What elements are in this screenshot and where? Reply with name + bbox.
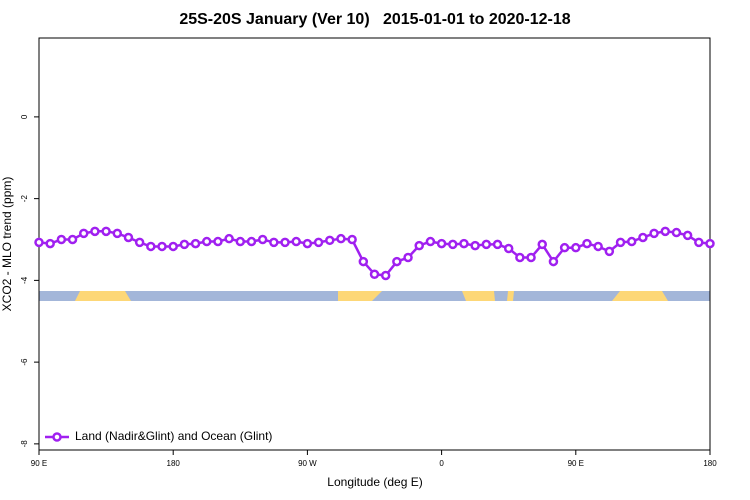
land-strip — [75, 291, 131, 301]
point — [604, 246, 615, 257]
point — [492, 239, 503, 250]
point — [448, 239, 458, 250]
point — [660, 226, 671, 237]
point — [571, 242, 581, 253]
point — [380, 270, 391, 281]
point — [213, 236, 223, 247]
point — [414, 240, 424, 251]
point — [157, 241, 167, 252]
legend-label: Land (Nadir&Glint) and Ocean (Glint) — [75, 429, 272, 443]
y-tick-label: -6 — [20, 358, 29, 366]
x-tick-label: 180 — [167, 459, 181, 468]
point — [537, 239, 547, 250]
y-tick-label: -8 — [20, 440, 29, 448]
point — [246, 236, 257, 247]
y-tick-label: -4 — [20, 276, 29, 284]
point — [626, 236, 637, 247]
point — [224, 233, 234, 244]
point — [470, 240, 480, 251]
point — [526, 252, 536, 263]
point — [280, 237, 290, 248]
point — [179, 239, 190, 250]
point — [559, 242, 570, 253]
point — [336, 233, 346, 244]
legend-marker — [52, 432, 62, 442]
point — [202, 236, 212, 247]
point — [325, 235, 335, 246]
point — [302, 238, 313, 249]
chart-title: 25S-20S January (Ver 10) 2015-01-01 to 2… — [179, 11, 570, 28]
point — [548, 256, 559, 267]
x-tick-label: 90 E — [31, 459, 47, 468]
point — [45, 238, 55, 249]
point — [582, 238, 592, 249]
x-tick-label: 180 — [703, 459, 717, 468]
land-strip — [612, 291, 668, 301]
point — [313, 237, 324, 248]
land-strip — [462, 291, 495, 301]
x-tick-label: 90 E — [568, 459, 584, 468]
point — [78, 228, 89, 239]
point — [358, 256, 369, 267]
point — [134, 237, 145, 248]
point — [392, 256, 402, 267]
land-strip — [507, 291, 514, 301]
x-axis-label: Longitude (deg E) — [327, 475, 422, 489]
point — [694, 237, 704, 248]
point — [146, 241, 156, 252]
point — [347, 234, 357, 245]
x-tick-label: 0 — [439, 459, 444, 468]
point — [671, 227, 682, 238]
point — [291, 236, 301, 247]
point — [269, 237, 279, 248]
point — [101, 226, 111, 237]
point — [682, 230, 693, 241]
point — [67, 234, 78, 245]
point — [649, 228, 659, 239]
point — [515, 252, 525, 263]
y-axis-label: XCO2 - MLO trend (ppm) — [0, 177, 14, 312]
point — [56, 234, 67, 245]
point — [168, 241, 178, 252]
land-strip — [338, 291, 382, 301]
surface-strip — [39, 291, 710, 301]
point — [705, 238, 715, 249]
point — [436, 238, 447, 249]
point — [34, 237, 44, 248]
point — [369, 269, 380, 279]
point — [459, 238, 469, 249]
y-tick-label: 0 — [20, 114, 29, 119]
point — [481, 239, 492, 250]
point — [123, 232, 134, 243]
point — [425, 236, 436, 247]
point — [503, 243, 514, 254]
point — [235, 236, 246, 247]
point — [257, 234, 268, 245]
y-tick-label: -2 — [20, 195, 29, 203]
point — [638, 232, 648, 243]
point — [90, 226, 100, 237]
x-tick-label: 90 W — [298, 459, 317, 468]
point — [190, 238, 201, 249]
point — [112, 228, 123, 239]
point — [615, 237, 626, 248]
point — [593, 241, 603, 252]
point — [403, 252, 413, 263]
